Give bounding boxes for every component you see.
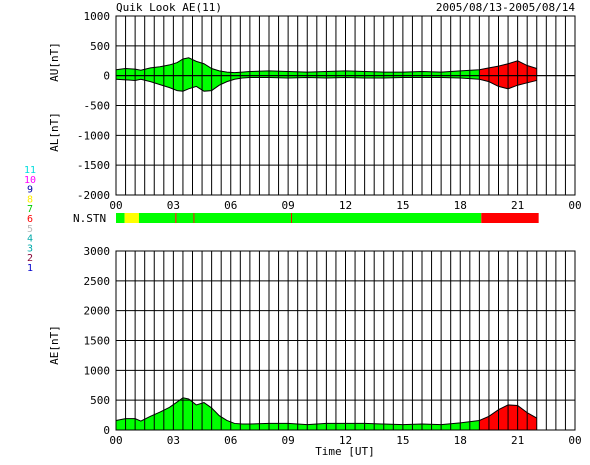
station-count-11: 11 — [24, 165, 36, 176]
n-stn-bar — [116, 213, 539, 223]
y-tick-label: 3000 — [84, 245, 111, 258]
n-stn-segment — [124, 213, 139, 223]
au-axis-label: AU[nT] — [48, 42, 61, 82]
y-tick-label: 2500 — [84, 275, 111, 288]
station-count-2: 2 — [27, 253, 33, 264]
y-tick-label: 0 — [103, 424, 110, 437]
x-tick-label: 15 — [396, 434, 409, 447]
n-stn-segment — [176, 213, 194, 223]
n-stn-label: N.STN — [73, 212, 106, 225]
x-tick-label: 09 — [282, 434, 295, 447]
n-stn-segment — [116, 213, 125, 223]
x-axis-label: Time [UT] — [315, 445, 375, 458]
x-tick-label: 21 — [511, 199, 524, 212]
station-count-3: 3 — [27, 243, 33, 254]
y-tick-label: 500 — [90, 394, 110, 407]
x-tick-label: 06 — [224, 199, 237, 212]
ae-fill — [116, 397, 480, 430]
panel-frame — [115, 15, 576, 196]
station-count-8: 8 — [27, 194, 33, 205]
n-stn-segment — [481, 213, 539, 223]
y-tick-label: -1000 — [77, 129, 110, 142]
x-tick-label: 12 — [339, 199, 352, 212]
station-count-1: 1 — [27, 263, 33, 274]
x-tick-label: 18 — [454, 434, 467, 447]
x-tick-label: 18 — [454, 199, 467, 212]
y-tick-label: -500 — [84, 100, 111, 113]
y-tick-label: 1000 — [84, 10, 111, 23]
x-tick-label: 00 — [109, 434, 122, 447]
x-tick-label: 00 — [568, 199, 581, 212]
al-axis-label: AL[nT] — [48, 112, 61, 152]
x-tick-label: 03 — [167, 434, 180, 447]
n-stn-segment — [194, 213, 291, 223]
x-tick-label: 21 — [511, 434, 524, 447]
x-tick-label: 03 — [167, 199, 180, 212]
y-tick-label: 0 — [103, 70, 110, 83]
x-tick-label: 09 — [282, 199, 295, 212]
station-count-4: 4 — [27, 234, 33, 245]
n-stn-segment — [291, 213, 482, 223]
n-stn-segment — [290, 213, 292, 223]
x-tick-label: 15 — [396, 199, 409, 212]
station-count-9: 9 — [27, 185, 33, 196]
station-count-6: 6 — [27, 214, 33, 225]
station-count-5: 5 — [27, 224, 33, 235]
ae-axis-label: AE[nT] — [48, 325, 61, 365]
station-count-10: 10 — [24, 175, 36, 186]
n-stn-segment — [175, 213, 177, 223]
y-tick-label: -2000 — [77, 189, 110, 202]
station-count-7: 7 — [27, 204, 33, 215]
y-tick-label: -1500 — [77, 159, 110, 172]
chart-title: Quik Look AE(11) — [116, 1, 222, 14]
x-tick-label: 00 — [568, 434, 581, 447]
x-tick-label: 00 — [109, 199, 122, 212]
panel-frame — [115, 250, 576, 431]
n-stn-segment — [193, 213, 195, 223]
x-tick-label: 12 — [339, 434, 352, 447]
x-tick-label: 06 — [224, 434, 237, 447]
y-tick-label: 1500 — [84, 335, 111, 348]
date-range: 2005/08/13-2005/08/14 — [436, 1, 575, 14]
n-stn-segment — [138, 213, 176, 223]
y-tick-label: 500 — [90, 40, 110, 53]
y-tick-label: 2000 — [84, 305, 111, 318]
y-tick-label: 1000 — [84, 364, 111, 377]
